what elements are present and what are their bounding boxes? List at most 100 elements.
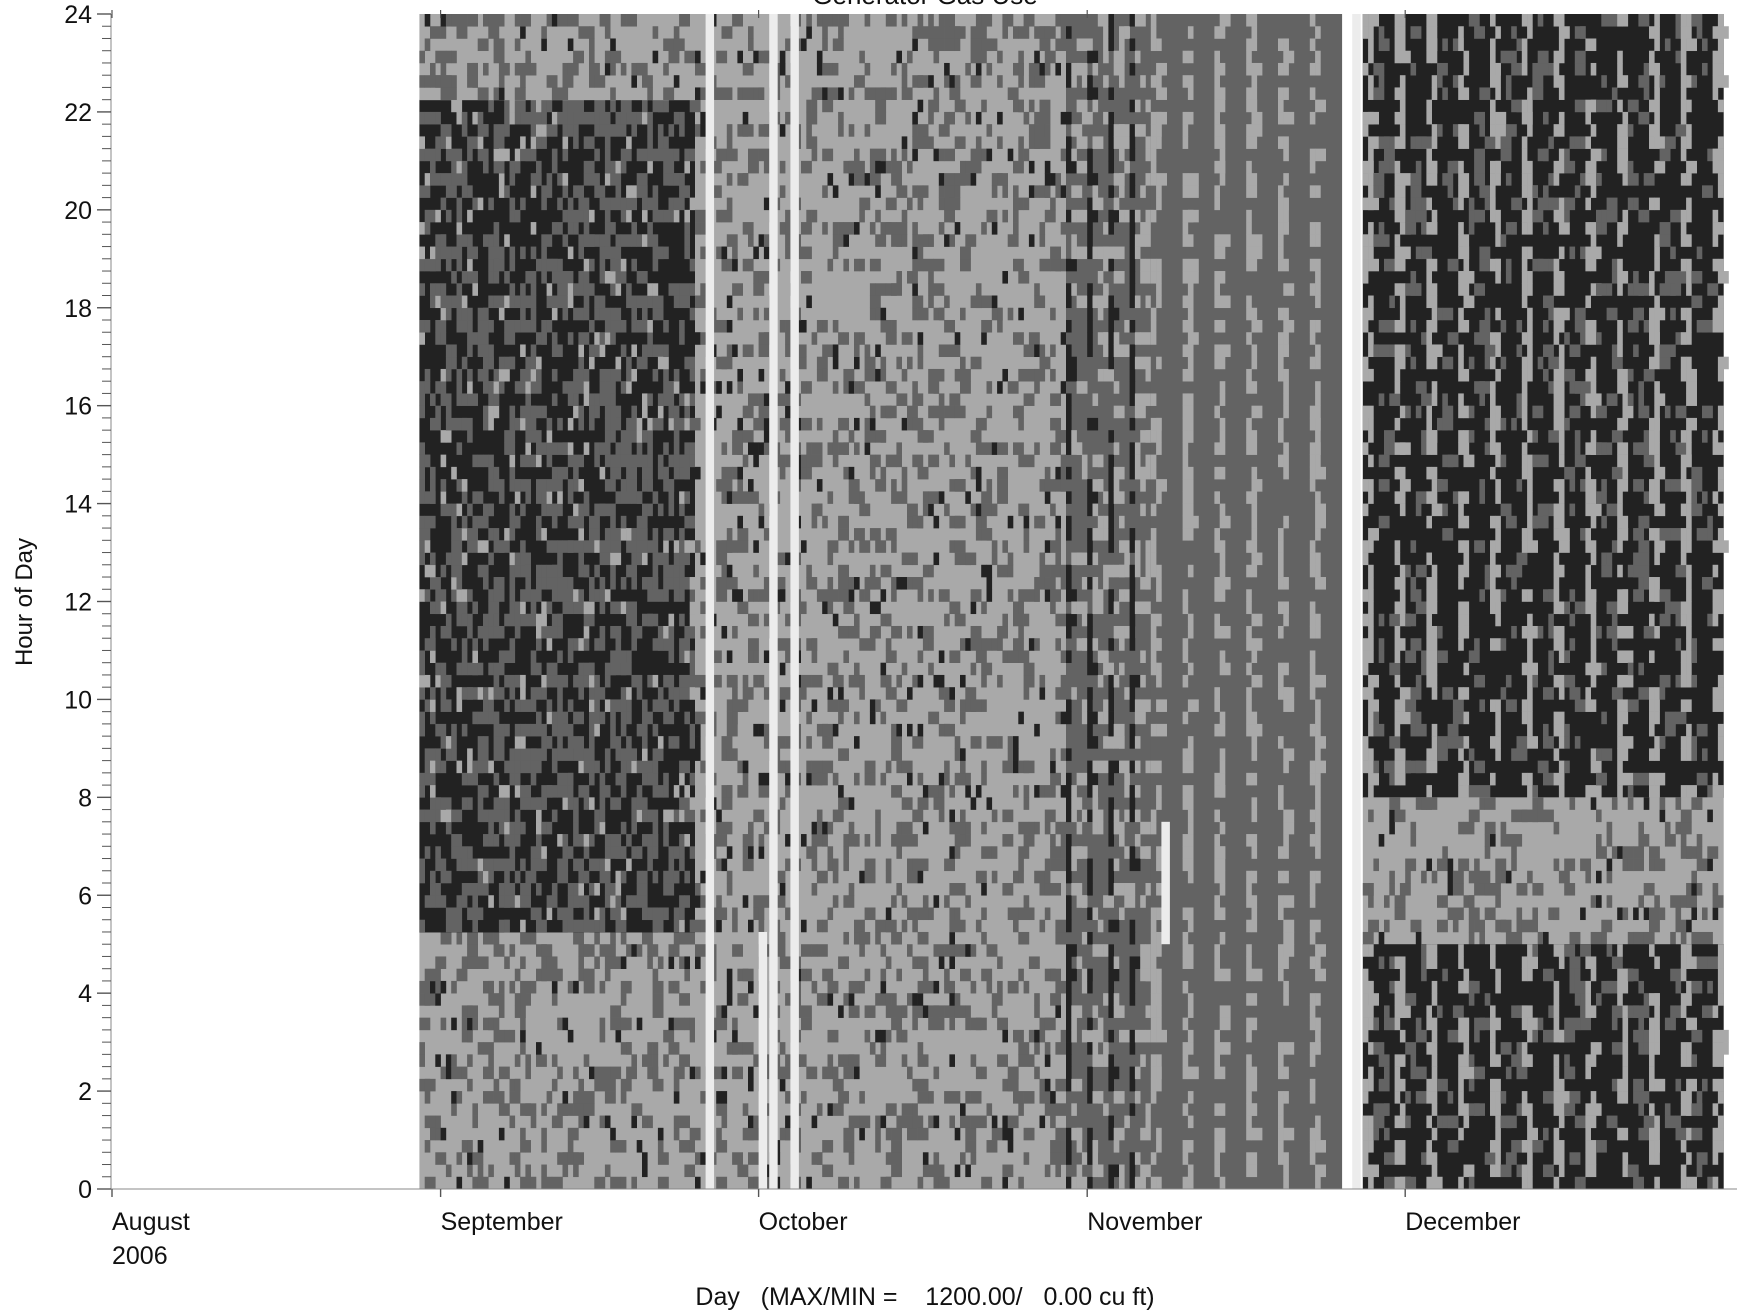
heatmap-cell [557,552,563,566]
heatmap-cell [456,14,468,27]
heatmap-cell [1309,772,1316,786]
heatmap-cell [1156,87,1167,100]
heatmap-cell [1246,1091,1252,1104]
heatmap-cell [1187,919,1194,933]
heatmap-cell [684,185,690,198]
heatmap-cell [642,307,648,321]
heatmap-cell [875,344,881,358]
heatmap-cell [647,332,653,345]
heatmap-cell [1156,674,1162,688]
heatmap-cell [467,185,473,198]
heatmap-cell [721,625,728,639]
heatmap-cell [1315,785,1321,798]
heatmap-cell [1018,405,1024,419]
heatmap-cell [1315,1029,1321,1043]
heatmap-cell [949,931,955,945]
heatmap-cell [981,760,987,774]
heatmap-cell [1182,528,1189,541]
heatmap-cell [1187,405,1194,419]
heatmap-cell [1309,895,1316,908]
heatmap-cell [838,222,844,235]
heatmap-cell [642,748,648,761]
heatmap-cell [1018,148,1024,162]
heatmap-cell [991,846,998,859]
heatmap-cell [726,234,738,247]
heatmap-cell [631,577,637,590]
heatmap-cell [440,173,447,186]
heatmap-cell [620,601,627,615]
heatmap-cell [578,99,584,113]
heatmap-cell [779,124,786,137]
heatmap-cell [477,87,489,100]
heatmap-cell [1119,136,1130,149]
heatmap-cell [864,393,871,406]
heatmap-cell [652,564,659,578]
heatmap-cell [1066,258,1077,272]
heatmap-cell [504,368,510,382]
heatmap-cell [509,821,516,835]
heatmap-cell [891,1127,902,1141]
heatmap-cell [514,38,521,52]
heatmap-cell [1087,687,1093,700]
heatmap-cell [1246,687,1252,700]
heatmap-cell [891,160,902,174]
heatmap-cell [530,907,542,921]
heatmap-cell [679,1115,690,1129]
heatmap-cell [949,454,955,468]
heatmap-cell [551,503,558,517]
heatmap-cell [1092,99,1099,113]
heatmap-cell [1119,515,1125,529]
heatmap-cell [498,1005,505,1018]
heatmap-cell [732,919,738,933]
heatmap-cell [938,393,945,406]
heatmap-cell [695,711,701,725]
heatmap-cell [472,919,478,933]
heatmap-cell [430,417,441,431]
heatmap-cell [578,405,584,419]
heatmap-cell [610,430,616,443]
heatmap-cell [604,748,611,761]
heatmap-cell [1140,75,1146,88]
heatmap-cell [483,540,489,553]
heatmap-cell [642,736,648,749]
heatmap-cell [1066,1042,1072,1055]
heatmap-cell [477,687,484,700]
heatmap-cell [1150,1017,1157,1031]
heatmap-cell [1087,75,1093,88]
heatmap-cell [1246,1152,1258,1165]
heatmap-cell [509,1115,516,1129]
heatmap-cell [604,136,611,149]
heatmap-cell [435,748,441,761]
heatmap-cell [785,234,791,247]
heatmap-cell [785,1091,791,1104]
heatmap-cell [991,295,998,309]
heatmap-cell [647,772,659,786]
heatmap-cell [541,687,547,700]
heatmap-cell [673,785,680,798]
heatmap-cell [467,381,473,394]
heatmap-cell [885,528,897,541]
heatmap-cell [636,809,643,823]
heatmap-cell [520,540,526,553]
heatmap-cell [1309,454,1316,468]
heatmap-cell [1018,968,1024,982]
heatmap-cell [811,980,818,994]
heatmap-cell [1007,1127,1014,1141]
heatmap-cell [1039,356,1051,370]
heatmap-cell [488,528,494,541]
heatmap-cell [562,209,569,223]
heatmap-cell [785,332,791,345]
heatmap-cell [1092,197,1104,211]
heatmap-cell [594,919,600,933]
heatmap-cell [610,38,616,52]
heatmap-cell [546,638,553,651]
heatmap-cell [1113,821,1120,835]
heatmap-cell [1251,99,1258,113]
heatmap-cell [785,613,791,627]
heatmap-cell [1108,883,1114,896]
heatmap-cell [1081,75,1088,88]
heatmap-cell [430,148,436,162]
heatmap-cell [1187,356,1194,370]
heatmap-cell [1315,748,1321,761]
heatmap-cell [901,662,908,676]
